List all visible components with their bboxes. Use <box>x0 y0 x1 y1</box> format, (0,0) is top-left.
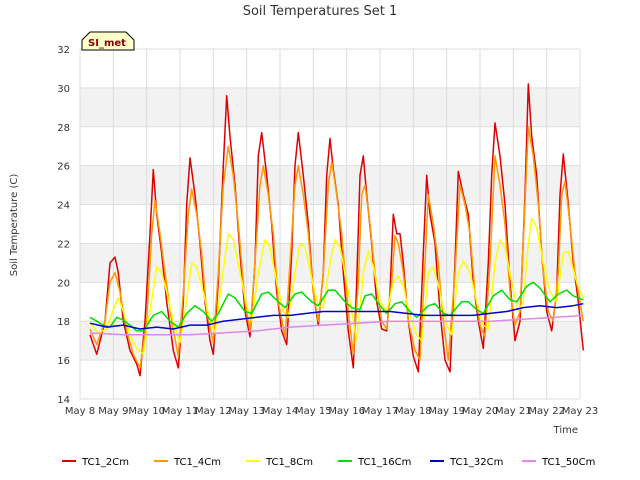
x-tick-label: May 15 <box>295 406 332 417</box>
legend-label: TC1_32Cm <box>449 457 503 468</box>
legend-item-tc1-32cm: TC1_32Cm <box>430 457 503 468</box>
series-line-tc1-2cm <box>89 83 585 377</box>
y-tick-label: 30 <box>57 84 70 95</box>
x-tick-label: May 11 <box>162 406 199 417</box>
station-label-box: SI_met <box>81 31 135 51</box>
legend-item-tc1-50cm: TC1_50Cm <box>522 457 595 468</box>
y-axis-ticks: 14 16 18 20 22 24 26 28 30 32 <box>57 45 70 406</box>
x-tick-label: May 18 <box>395 406 432 417</box>
y-tick-label: 28 <box>57 123 70 134</box>
legend-label: TC1_2Cm <box>81 457 129 468</box>
x-tick-label: May 21 <box>495 406 532 417</box>
x-tick-label: May 19 <box>428 406 465 417</box>
series-line-tc1-8cm <box>89 217 584 356</box>
station-label: SI_met <box>88 38 126 49</box>
x-tick-label: May 20 <box>462 406 499 417</box>
legend-item-tc1-16cm: TC1_16Cm <box>338 457 411 468</box>
x-tick-label: May 16 <box>328 406 365 417</box>
legend-label: TC1_8Cm <box>265 457 313 468</box>
x-axis-label: Time <box>553 425 578 436</box>
x-tick-label: May 8 <box>65 406 95 417</box>
grid-band <box>80 87 580 127</box>
y-tick-label: 14 <box>57 395 70 406</box>
y-tick-label: 24 <box>57 201 70 212</box>
x-tick-label: May 12 <box>195 406 232 417</box>
y-axis-label: Soil Temperature (C) <box>9 174 20 277</box>
legend-label: TC1_4Cm <box>173 457 221 468</box>
y-tick-label: 18 <box>57 317 70 328</box>
x-tick-label: May 22 <box>528 406 565 417</box>
y-tick-label: 16 <box>57 356 70 367</box>
y-tick-label: 26 <box>57 162 70 173</box>
series-line-tc1-16cm <box>89 281 584 332</box>
legend-item-tc1-8cm: TC1_8Cm <box>246 457 313 468</box>
legend-item-tc1-2cm: TC1_2Cm <box>62 457 129 468</box>
legend-label: TC1_50Cm <box>541 457 595 468</box>
legend-item-tc1-4cm: TC1_4Cm <box>154 457 221 468</box>
legend: TC1_2Cm TC1_4Cm TC1_8Cm TC1_16Cm TC1_32Cm TC1… <box>62 457 595 468</box>
x-tick-label: May 10 <box>128 406 165 417</box>
x-tick-label: May 23 <box>562 406 599 417</box>
x-tick-label: May 17 <box>362 406 399 417</box>
x-tick-label: May 14 <box>262 406 299 417</box>
series-line-tc1-50cm <box>89 314 584 336</box>
series-line-tc1-32cm <box>89 302 584 330</box>
chart-title: Soil Temperatures Set 1 <box>243 4 398 19</box>
x-tick-label: May 9 <box>98 406 128 417</box>
legend-label: TC1_16Cm <box>357 457 411 468</box>
x-tick-label: May 13 <box>228 406 265 417</box>
y-tick-label: 22 <box>57 239 70 250</box>
y-tick-label: 20 <box>57 278 70 289</box>
series-lines <box>89 83 585 377</box>
y-tick-label: 32 <box>57 45 70 56</box>
